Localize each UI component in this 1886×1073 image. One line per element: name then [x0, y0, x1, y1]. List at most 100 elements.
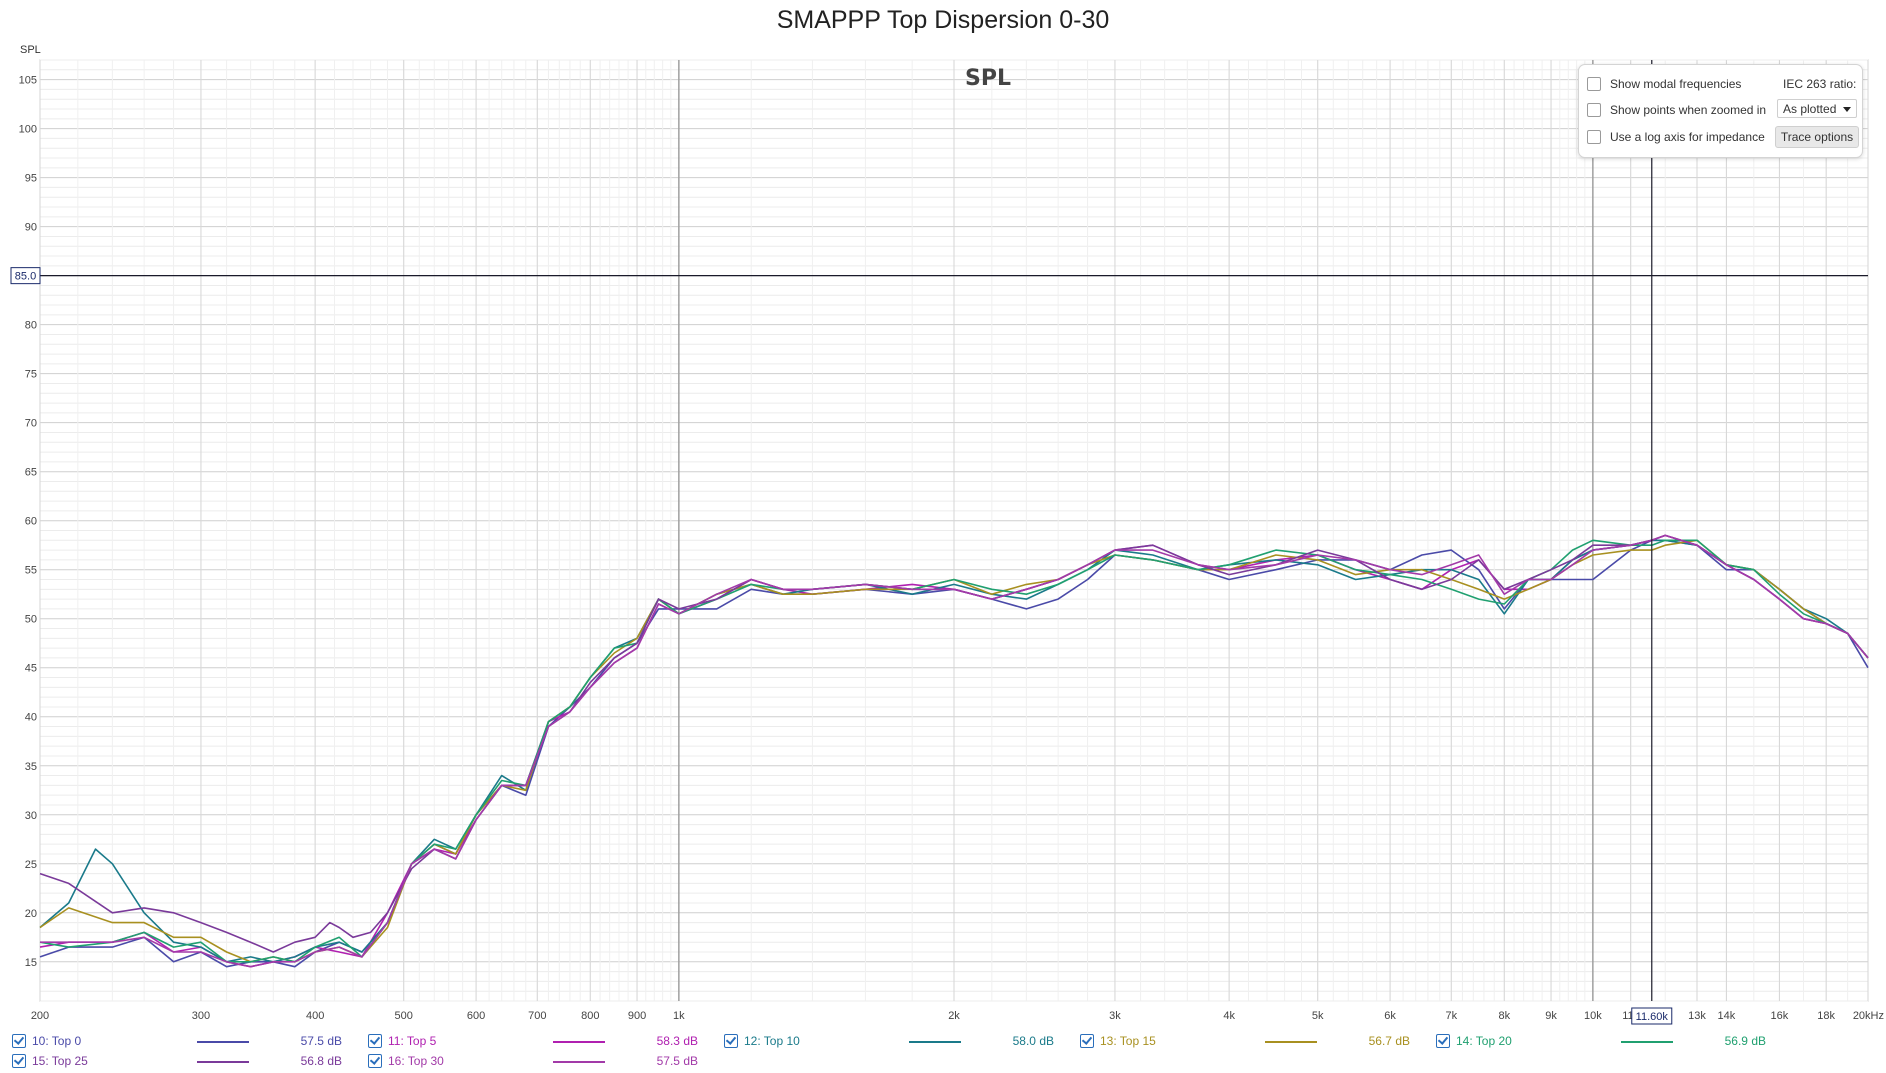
legend-line-swatch	[553, 1041, 605, 1043]
trace-visible-checkbox[interactable]	[1080, 1034, 1094, 1048]
legend-level-value: 56.9 dB	[1724, 1034, 1766, 1048]
legend-item[interactable]: 13: Top 15	[1080, 1032, 1156, 1050]
ratio-select-value: As plotted	[1783, 102, 1837, 116]
legend-line-swatch	[909, 1041, 961, 1043]
trace-options-button[interactable]: Trace options	[1775, 126, 1859, 148]
x-tick-label: 20kHz	[1853, 1010, 1884, 1022]
y-tick-label: 95	[25, 173, 37, 185]
y-tick-label: 45	[25, 663, 37, 675]
x-tick-label: 8k	[1498, 1010, 1510, 1022]
x-tick-label: 16k	[1771, 1010, 1789, 1022]
legend-trace-name: 13: Top 15	[1100, 1034, 1156, 1048]
y-tick-label: 90	[25, 222, 37, 234]
trace-visible-checkbox[interactable]	[1436, 1034, 1450, 1048]
legend-item[interactable]: 11: Top 5	[368, 1032, 436, 1050]
x-tick-label: 400	[306, 1010, 324, 1022]
trace-visible-checkbox[interactable]	[368, 1034, 382, 1048]
y-tick-label: 55	[25, 565, 37, 577]
y-tick-label: 70	[25, 418, 37, 430]
y-tick-label: 20	[25, 908, 37, 920]
x-tick-label: 200	[31, 1010, 49, 1022]
show-points-checkbox[interactable]	[1587, 103, 1601, 117]
trace-legend: 10: Top 0 57.5 dB 11: Top 5 58.3 dB 12: Top …	[0, 1030, 1886, 1073]
legend-trace-name: 11: Top 5	[388, 1034, 437, 1048]
x-tick-label: 5k	[1312, 1010, 1324, 1022]
x-tick-label: 800	[581, 1010, 599, 1022]
trace-visible-checkbox[interactable]	[12, 1054, 26, 1068]
y-tick-label: 50	[25, 614, 37, 626]
legend-trace-name: 14: Top 20	[1456, 1034, 1512, 1048]
cursor-x-readout: 11.60k	[1636, 1011, 1669, 1023]
cursor-y-readout-box	[10, 267, 41, 285]
x-tick-label: 1k	[673, 1010, 685, 1022]
iec-ratio-label: IEC 263 ratio:	[1783, 77, 1857, 91]
x-tick-label: 10k	[1584, 1010, 1602, 1022]
trace-visible-checkbox[interactable]	[368, 1054, 382, 1068]
x-tick-label: 3k	[1109, 1010, 1121, 1022]
y-tick-label: 80	[25, 320, 37, 332]
legend-item[interactable]: 15: Top 25	[12, 1052, 88, 1070]
cursor-y-readout: 85.0	[15, 271, 36, 283]
x-tick-label: 600	[467, 1010, 485, 1022]
legend-line-swatch	[197, 1041, 249, 1043]
y-tick-label: 105	[19, 75, 37, 87]
legend-trace-name: 12: Top 10	[744, 1034, 800, 1048]
log-impedance-label: Use a log axis for impedance	[1610, 130, 1765, 144]
chevron-down-icon	[1843, 107, 1851, 112]
cursor-x-readout-box	[1631, 1007, 1673, 1025]
show-points-label: Show points when zoomed in	[1610, 103, 1767, 117]
x-tick-label: 14k	[1718, 1010, 1736, 1022]
legend-item[interactable]: 16: Top 30	[368, 1052, 444, 1070]
x-tick-label: 7k	[1445, 1010, 1457, 1022]
show-modal-option[interactable]: Show modal frequencies	[1587, 74, 1741, 94]
plot-subtitle: SPL	[965, 66, 1011, 91]
legend-trace-name: 15: Top 25	[32, 1054, 88, 1068]
series-line-7	[40, 534, 1869, 968]
show-points-option[interactable]: Show points when zoomed in	[1587, 100, 1766, 120]
x-tick-label: 2k	[948, 1010, 960, 1022]
x-tick-label: 6k	[1384, 1010, 1396, 1022]
y-tick-label: 35	[25, 761, 37, 773]
legend-trace-name: 10: Top 0	[32, 1034, 82, 1048]
legend-level-value: 58.0 dB	[1012, 1034, 1054, 1048]
legend-line-swatch	[1265, 1041, 1317, 1043]
legend-trace-name: 16: Top 30	[388, 1054, 444, 1068]
log-impedance-option[interactable]: Use a log axis for impedance	[1587, 127, 1765, 147]
show-modal-checkbox[interactable]	[1587, 77, 1601, 91]
y-tick-label: 25	[25, 859, 37, 871]
y-tick-label: 60	[25, 516, 37, 528]
ratio-select[interactable]: As plotted	[1777, 99, 1857, 118]
legend-item[interactable]: 12: Top 10	[724, 1032, 800, 1050]
trace-visible-checkbox[interactable]	[724, 1034, 738, 1048]
y-tick-label: 100	[19, 124, 37, 136]
x-tick-label: 900	[628, 1010, 646, 1022]
legend-level-value: 56.8 dB	[300, 1054, 342, 1068]
x-tick-label: 700	[528, 1010, 546, 1022]
spl-plot[interactable]: 1520253035404550556065707580859095100105…	[0, 0, 1886, 1030]
legend-line-swatch	[1621, 1041, 1673, 1043]
legend-level-value: 57.5 dB	[300, 1034, 342, 1048]
legend-line-swatch	[553, 1061, 605, 1063]
y-axis-label: SPL	[20, 44, 41, 56]
legend-level-value: 56.7 dB	[1368, 1034, 1410, 1048]
y-tick-label: 40	[25, 712, 37, 724]
legend-item[interactable]: 10: Top 0	[12, 1032, 81, 1050]
log-impedance-checkbox[interactable]	[1587, 130, 1601, 144]
legend-level-value: 58.3 dB	[656, 1034, 698, 1048]
trace-visible-checkbox[interactable]	[12, 1034, 26, 1048]
y-tick-label: 30	[25, 810, 37, 822]
x-tick-label: 9k	[1545, 1010, 1557, 1022]
x-tick-label: 4k	[1223, 1010, 1235, 1022]
x-tick-label: 500	[395, 1010, 413, 1022]
legend-item[interactable]: 14: Top 20	[1436, 1032, 1512, 1050]
show-modal-label: Show modal frequencies	[1610, 77, 1742, 91]
legend-level-value: 57.5 dB	[656, 1054, 698, 1068]
legend-line-swatch	[197, 1061, 249, 1063]
chart-title: SMAPPP Top Dispersion 0-30	[776, 6, 1110, 34]
x-tick-label: 300	[192, 1010, 210, 1022]
y-tick-label: 15	[25, 957, 37, 969]
y-tick-label: 65	[25, 467, 37, 479]
x-tick-label: 13k	[1688, 1010, 1706, 1022]
graph-options-panel: Show modal frequencies Show points when …	[1578, 64, 1863, 158]
y-tick-label: 75	[25, 369, 37, 381]
